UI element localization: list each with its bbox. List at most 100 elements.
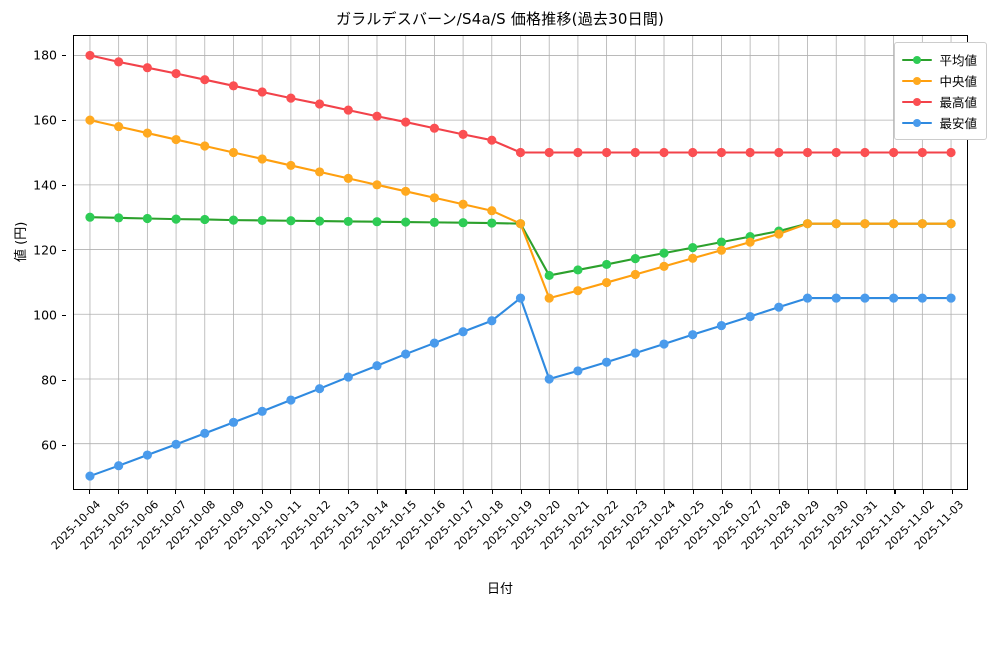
- y-tick-mark: [62, 444, 66, 446]
- data-point: [401, 217, 411, 227]
- data-point: [774, 147, 784, 158]
- data-point: [142, 450, 152, 460]
- data-point: [487, 206, 497, 216]
- x-tick-mark: [319, 490, 321, 494]
- data-point: [774, 302, 784, 312]
- legend-item-0[interactable]: 平均値: [902, 49, 977, 70]
- legend-swatch-icon: [902, 74, 933, 88]
- data-point: [831, 293, 841, 303]
- legend-item-3[interactable]: 最安値: [902, 112, 977, 133]
- data-point: [602, 277, 612, 288]
- data-point: [659, 261, 669, 271]
- data-point: [860, 219, 870, 229]
- data-point: [487, 218, 497, 228]
- legend-swatch-icon: [902, 116, 933, 130]
- x-tick-mark: [693, 490, 695, 494]
- x-tick-mark: [434, 490, 436, 494]
- x-tick-mark: [750, 490, 752, 494]
- data-point: [659, 339, 669, 349]
- data-point: [860, 147, 870, 158]
- data-point: [946, 293, 956, 303]
- data-point: [401, 186, 411, 196]
- data-point: [573, 265, 583, 275]
- x-axis-ticks: 2025-10-04 2025-10-05 2025-10-06 2025-10-07…: [49, 490, 968, 600]
- y-tick-label: 180: [33, 47, 57, 62]
- y-tick-mark: [62, 184, 66, 186]
- data-point: [314, 384, 325, 394]
- data-point: [372, 180, 382, 190]
- data-point: [200, 428, 210, 438]
- data-point: [114, 57, 124, 67]
- data-point: [573, 147, 583, 158]
- y-tick-label: 120: [33, 242, 57, 257]
- chart-figure: ガラルデスバーン/S4a/S 価格推移(過去30日間) 値 (円) 60 80 10…: [0, 10, 987, 600]
- y-tick-mark: [62, 249, 66, 251]
- data-point: [917, 293, 927, 303]
- data-point: [142, 128, 152, 138]
- legend-swatch-icon: [902, 53, 933, 67]
- x-tick-mark: [405, 490, 407, 494]
- data-point: [802, 219, 813, 229]
- data-point: [745, 147, 755, 158]
- data-point: [228, 147, 239, 158]
- legend-item-1[interactable]: 中央値: [902, 70, 977, 91]
- data-point: [802, 147, 813, 158]
- data-point: [429, 123, 439, 133]
- data-point: [745, 237, 755, 247]
- data-point: [429, 217, 439, 227]
- x-tick-mark: [894, 490, 896, 494]
- chart-legend: 平均値中央値最高値 最安値: [894, 42, 987, 140]
- series-line-1: [88, 119, 953, 300]
- data-point: [917, 219, 927, 229]
- data-point: [171, 134, 181, 145]
- y-tick-label: 100: [33, 307, 57, 322]
- data-point: [429, 338, 439, 348]
- data-point: [171, 68, 181, 79]
- data-point: [802, 293, 813, 303]
- data-point: [85, 212, 95, 222]
- series-line-2: [88, 54, 953, 154]
- data-point: [286, 160, 296, 171]
- x-tick-mark: [520, 490, 522, 494]
- legend-item-2[interactable]: 最高値: [902, 91, 977, 112]
- data-point: [573, 366, 583, 376]
- x-tick-mark: [549, 490, 551, 494]
- data-point: [745, 311, 755, 322]
- y-tick-label: 140: [33, 177, 57, 192]
- data-point: [458, 129, 468, 139]
- data-point: [630, 348, 640, 358]
- data-point: [286, 395, 296, 405]
- data-point: [200, 75, 210, 85]
- data-point: [458, 218, 468, 228]
- y-tick-label: 80: [41, 372, 57, 387]
- data-point: [142, 213, 152, 224]
- data-point: [573, 286, 583, 296]
- data-point: [257, 154, 267, 164]
- x-tick-mark: [204, 490, 206, 494]
- x-tick-mark: [578, 490, 580, 494]
- data-point: [85, 471, 95, 481]
- x-tick-mark: [606, 490, 608, 494]
- data-point: [630, 147, 640, 158]
- y-axis-ticks: 60 80 100 120 140 160 180: [0, 35, 66, 490]
- chart-title: ガラルデスバーン/S4a/S 価格推移(過去30日間): [335, 10, 665, 28]
- data-point: [314, 216, 325, 226]
- y-tick-label: 60: [41, 437, 57, 452]
- x-tick-mark: [491, 490, 493, 494]
- data-point: [602, 259, 612, 270]
- data-point: [860, 293, 870, 303]
- legend-label: 中央値: [939, 74, 977, 89]
- x-tick-mark: [808, 490, 810, 494]
- data-point: [458, 199, 468, 209]
- data-point: [602, 147, 612, 158]
- y-tick-mark: [62, 54, 66, 56]
- legend-swatch-icon: [902, 95, 933, 109]
- data-point: [630, 254, 640, 264]
- data-point: [831, 219, 841, 229]
- data-point: [716, 245, 727, 255]
- data-point: [228, 81, 239, 91]
- x-tick-mark: [462, 490, 465, 494]
- x-tick-mark: [952, 490, 954, 494]
- series-line-3: [88, 297, 953, 478]
- data-point: [114, 461, 124, 471]
